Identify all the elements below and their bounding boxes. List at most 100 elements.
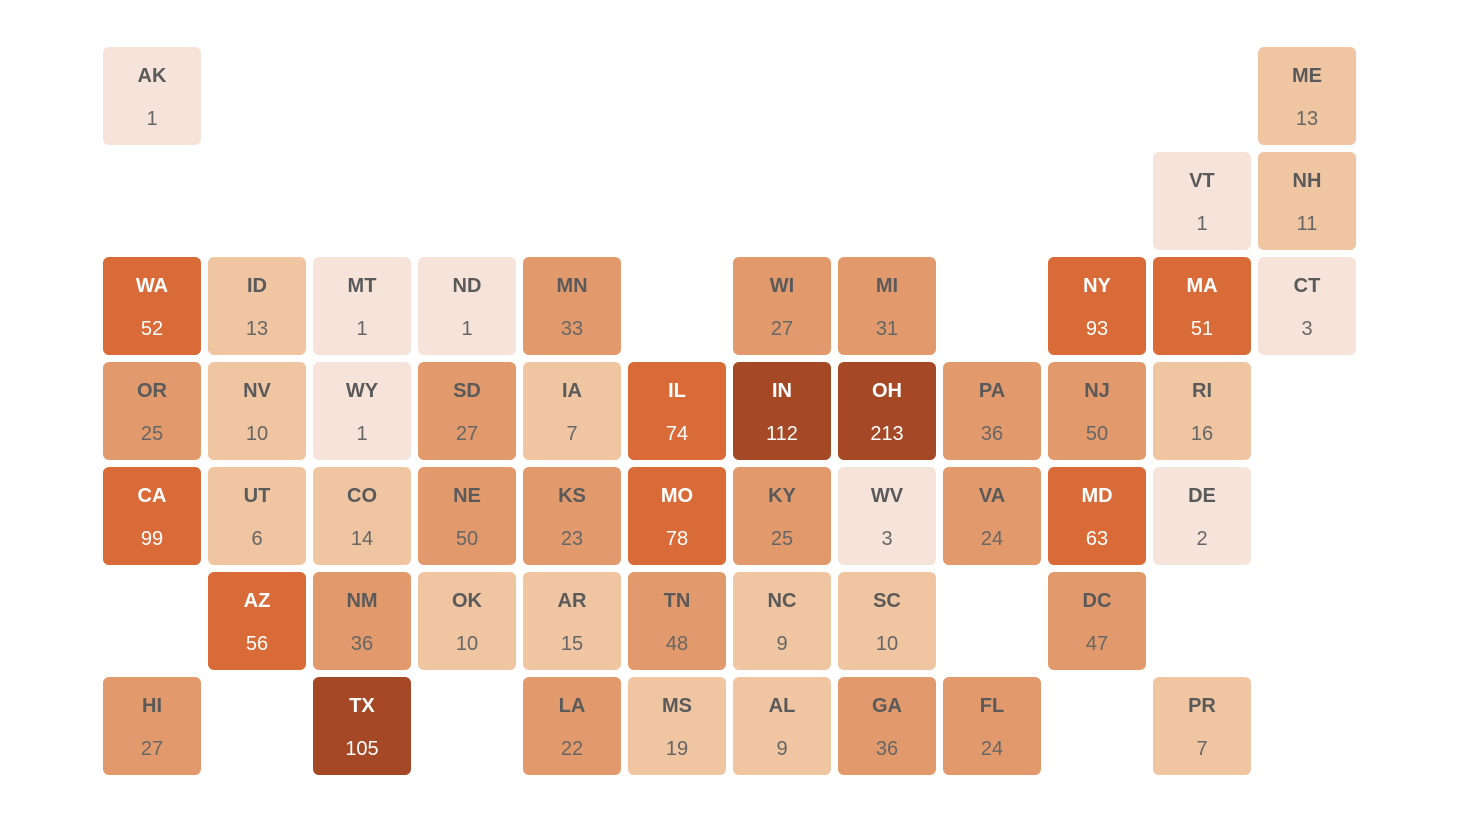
state-tile: OH 213 [838,362,936,460]
state-label: SC [873,590,901,612]
state-tile: SC 10 [838,572,936,670]
state-value: 10 [245,423,269,445]
state-value: 31 [875,318,899,340]
state-value: 27 [140,738,164,760]
state-label: KY [768,485,796,507]
state-label: PR [1188,695,1216,717]
state-value: 78 [665,528,689,550]
state-value: 47 [1085,633,1109,655]
state-value: 1 [356,423,368,445]
state-label: IL [668,380,686,402]
state-tile: WY 1 [313,362,411,460]
state-tile: RI 16 [1153,362,1251,460]
state-tile: DE 2 [1153,467,1251,565]
state-value: 99 [140,528,164,550]
state-label: SD [453,380,481,402]
state-value: 9 [776,633,788,655]
state-tile: NE 50 [418,467,516,565]
state-value: 52 [140,318,164,340]
state-tile: WI 27 [733,257,831,355]
state-label: IA [562,380,582,402]
state-value: 13 [1295,108,1319,130]
state-value: 36 [980,423,1004,445]
state-tile: KY 25 [733,467,831,565]
state-tile: MN 33 [523,257,621,355]
state-label: WA [135,275,169,297]
state-tile: NH 11 [1258,152,1356,250]
state-label: ND [452,275,482,297]
state-value: 33 [560,318,584,340]
state-label: NM [346,590,378,612]
state-tile: IN 112 [733,362,831,460]
state-label: GA [872,695,902,717]
state-tile: ME 13 [1258,47,1356,145]
state-tile: ND 1 [418,257,516,355]
state-label: CO [347,485,377,507]
state-value: 16 [1190,423,1214,445]
state-tile: NC 9 [733,572,831,670]
state-label: TN [663,590,691,612]
state-label: IN [772,380,792,402]
state-tile: NM 36 [313,572,411,670]
state-value: 19 [665,738,689,760]
state-tile: OR 25 [103,362,201,460]
state-value: 24 [980,738,1004,760]
state-label: WY [345,380,379,402]
state-tile: MO 78 [628,467,726,565]
state-value: 7 [1196,738,1208,760]
state-label: MN [556,275,588,297]
state-value: 36 [875,738,899,760]
state-tile: WA 52 [103,257,201,355]
state-label: AL [768,695,796,717]
state-tile: AR 15 [523,572,621,670]
state-value: 10 [875,633,899,655]
state-tile: MA 51 [1153,257,1251,355]
state-label: HI [142,695,162,717]
state-label: UT [243,485,271,507]
state-label: NE [453,485,481,507]
state-tile: MT 1 [313,257,411,355]
state-label: LA [558,695,586,717]
state-value: 13 [245,318,269,340]
state-tile: MI 31 [838,257,936,355]
state-label: FL [979,695,1005,717]
state-tile: NY 93 [1048,257,1146,355]
state-label: DE [1188,485,1216,507]
state-value: 56 [245,633,269,655]
state-tile: NJ 50 [1048,362,1146,460]
state-tile: AL 9 [733,677,831,775]
state-tile: AZ 56 [208,572,306,670]
state-value: 11 [1296,213,1318,235]
state-tile: PA 36 [943,362,1041,460]
state-label: MT [347,275,377,297]
state-value: 1 [146,108,158,130]
state-tile: LA 22 [523,677,621,775]
state-label: AK [137,65,167,87]
state-value: 105 [345,738,379,760]
state-tile: AK 1 [103,47,201,145]
state-label: CA [137,485,167,507]
state-value: 213 [870,423,904,445]
state-label: WV [870,485,904,507]
state-label: MO [660,485,694,507]
state-value: 27 [455,423,479,445]
state-label: NC [767,590,797,612]
state-value: 36 [350,633,374,655]
state-value: 25 [770,528,794,550]
state-label: OH [872,380,902,402]
state-label: ID [247,275,267,297]
state-value: 14 [350,528,374,550]
state-tile: TN 48 [628,572,726,670]
state-value: 74 [665,423,689,445]
state-label: VA [978,485,1006,507]
state-label: MD [1081,485,1113,507]
state-label: WI [769,275,795,297]
state-label: MI [875,275,899,297]
state-tile: FL 24 [943,677,1041,775]
state-label: OK [452,590,482,612]
state-value: 2 [1196,528,1208,550]
state-tile: IA 7 [523,362,621,460]
state-value: 6 [251,528,263,550]
state-tile: VA 24 [943,467,1041,565]
state-value: 27 [770,318,794,340]
